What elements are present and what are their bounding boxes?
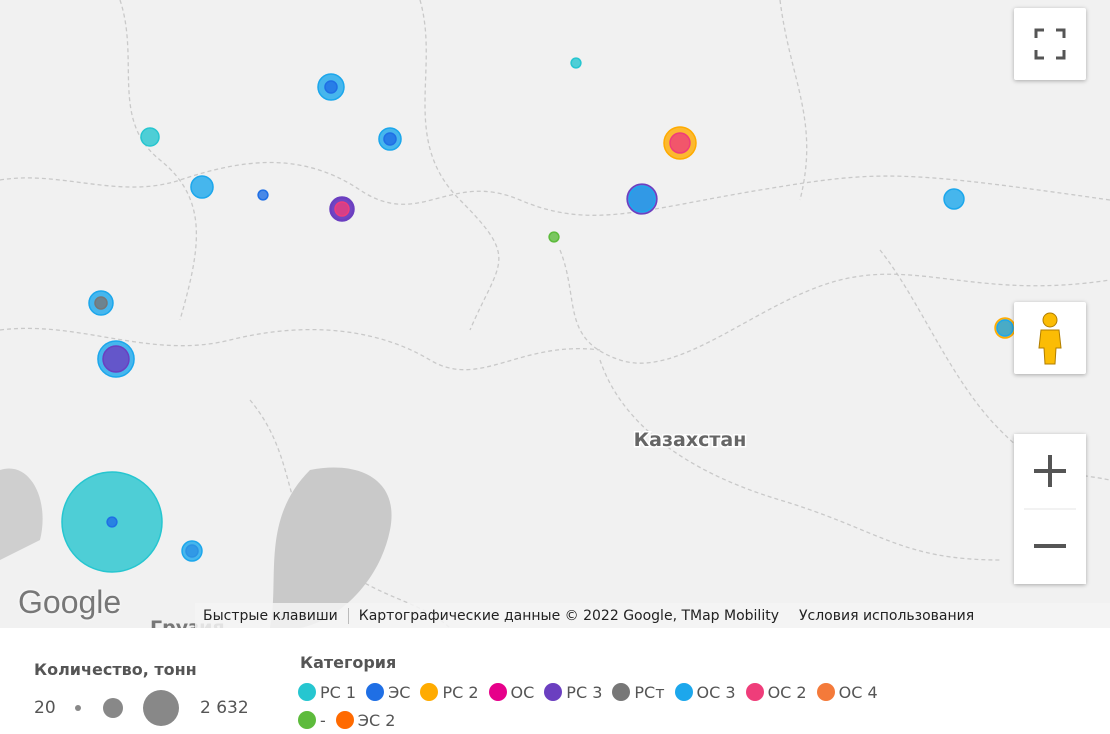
legend-swatch (298, 711, 316, 729)
marker[interactable] (94, 296, 108, 310)
legend-label: - (320, 710, 326, 730)
marker[interactable] (570, 57, 582, 69)
map-data: Картографические данные © 2022 Google, T… (358, 607, 779, 624)
legend-swatch (816, 683, 835, 701)
legend-label: ОС 4 (838, 682, 878, 702)
size-legend-title: Количество, тонн (34, 660, 197, 679)
marker[interactable] (324, 80, 338, 94)
marker[interactable] (190, 175, 214, 199)
marker[interactable] (257, 189, 269, 201)
map[interactable]: Казахстан Грузия Google Быстрые клавиши … (0, 0, 1110, 628)
marker[interactable] (548, 231, 560, 243)
legend-swatch (366, 683, 385, 701)
legend-label: ЭС 2 (357, 710, 396, 730)
zoom-icons (1014, 434, 1086, 584)
caspian-sea (270, 467, 392, 628)
marker[interactable] (140, 127, 160, 147)
legend-swatch (612, 683, 631, 701)
legend-swatch (335, 711, 354, 729)
marker[interactable] (181, 540, 203, 562)
legend-item[interactable]: ЭС (366, 680, 410, 704)
pegman-icon (1038, 312, 1062, 365)
marker[interactable] (102, 345, 130, 373)
marker[interactable] (106, 516, 118, 528)
legend-item[interactable]: РС 2 (420, 680, 479, 704)
legend-item[interactable]: РС 1 (298, 680, 356, 704)
legend-label: ЭС (388, 682, 411, 702)
legend-label: ОС (510, 682, 535, 702)
legend-swatch (745, 683, 764, 701)
separator (347, 607, 349, 624)
zoom-in[interactable] (1014, 434, 1086, 509)
country-label: Грузия (150, 617, 225, 628)
legend-swatch (420, 683, 439, 701)
marker[interactable] (669, 132, 691, 154)
street-view-button[interactable] (1014, 302, 1086, 374)
legend-label: РС 1 (320, 682, 357, 702)
legend-label: РС 3 (566, 682, 603, 702)
fullscreen-icon (1034, 28, 1066, 60)
markers (61, 57, 1016, 573)
marker[interactable] (383, 132, 397, 146)
marker[interactable] (943, 188, 965, 210)
legend-label: РС 2 (442, 682, 479, 702)
legend-swatch (674, 683, 693, 701)
legend-item[interactable]: РС 3 (544, 680, 602, 704)
size-max-label: 2 632 (200, 698, 249, 718)
marker[interactable] (628, 185, 656, 213)
zoom-out[interactable] (1014, 510, 1086, 584)
terms[interactable]: Условия использования (798, 607, 975, 624)
size-min-label: 20 (34, 698, 56, 718)
legend-swatch (488, 683, 507, 701)
keyboard-shortcuts[interactable]: Быстрые клавиши (203, 607, 338, 624)
black-sea (0, 468, 43, 560)
legend-item[interactable]: ЭС 2 (335, 708, 396, 732)
size-mid-circle (103, 698, 123, 718)
legend-label: ОС 2 (767, 682, 807, 702)
marker[interactable] (334, 201, 350, 217)
legend-label: РСт (634, 682, 665, 702)
legend-item[interactable]: ОС 3 (674, 680, 736, 704)
legend-item[interactable]: ОС 4 (816, 680, 878, 704)
country-label: Казахстан (634, 429, 747, 451)
legend-swatch (298, 683, 316, 701)
size-legend (75, 690, 179, 726)
legend-item[interactable]: ОС (488, 680, 535, 704)
category-legend: РС 1 ЭС РС 2 ОС РС 3 РСт ОС 3 ОС 2 ОС 4 - ЭС 2 (298, 680, 1098, 732)
attribution: Быстрые клавиши Картографические данные … (195, 603, 1110, 628)
marker[interactable] (996, 319, 1014, 337)
legend-swatch (544, 683, 563, 701)
zoom-control (1014, 434, 1086, 584)
size-max-circle (143, 690, 179, 726)
legend-item[interactable]: ОС 2 (745, 680, 807, 704)
borders (0, 0, 1110, 628)
size-min-circle (75, 705, 81, 711)
legend-item[interactable]: РСт (612, 680, 665, 704)
google-logo: Google (18, 584, 122, 620)
map-canvas: Казахстан Грузия (0, 0, 1110, 628)
legend-label: ОС 3 (696, 682, 736, 702)
legend-item[interactable]: - (298, 708, 326, 732)
category-legend-title: Категория (300, 653, 397, 672)
fullscreen-button[interactable] (1014, 8, 1086, 80)
